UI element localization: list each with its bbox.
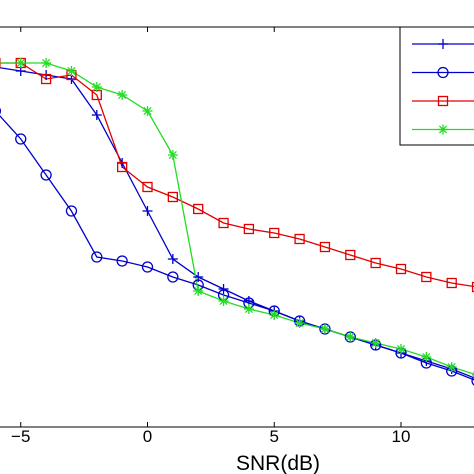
series-3-point — [193, 203, 204, 215]
legend-marker-sample — [438, 39, 448, 49]
x-axis-label: SNR(dB) — [236, 452, 320, 474]
series-1-point — [218, 284, 229, 294]
legend-marker-sample — [437, 95, 449, 107]
legend-entries — [412, 39, 474, 135]
series-4-point — [66, 66, 77, 76]
series-2-point — [65, 205, 78, 217]
series-3-point — [370, 257, 381, 269]
series-markers — [0, 57, 474, 386]
x-tick-label: 10 — [392, 427, 411, 446]
series-3-point — [294, 233, 305, 245]
series-3-point — [269, 227, 280, 239]
legend-marker-sample — [437, 66, 449, 79]
series-2-point — [141, 261, 154, 273]
series-4-point — [421, 352, 432, 362]
series-2-point — [40, 169, 52, 181]
legend-box — [399, 26, 474, 146]
series-2-point — [15, 133, 27, 145]
series-4-point — [41, 58, 52, 68]
x-tick-label: −5 — [11, 427, 30, 446]
series-3-point — [218, 217, 229, 229]
legend-entry-3 — [412, 95, 474, 107]
series-4-point — [345, 332, 356, 342]
x-tick-label: 0 — [143, 427, 152, 446]
series-3-point — [142, 181, 153, 193]
series-4-point — [117, 90, 128, 100]
series-4-point — [193, 286, 204, 296]
legend-entry-1 — [412, 39, 474, 49]
series-3-point — [471, 281, 474, 293]
legend-marker-sample — [438, 124, 448, 135]
series-3-point — [167, 191, 179, 203]
series-4-point — [446, 362, 457, 372]
series-3-point — [40, 73, 52, 85]
series-3-point — [319, 241, 331, 253]
series-3-point — [446, 277, 457, 289]
series-4-point — [218, 296, 229, 306]
legend-entry-4 — [412, 124, 474, 135]
series-2-point — [91, 251, 103, 263]
series-2-point — [471, 376, 474, 386]
series-1-point — [167, 254, 178, 264]
series-4-point — [142, 106, 153, 116]
series-4-point — [294, 318, 305, 328]
x-tick-label: 5 — [270, 427, 279, 446]
series-4-point — [370, 338, 381, 348]
series-4-point — [243, 304, 254, 314]
series-1-point — [142, 206, 153, 216]
legend — [399, 26, 474, 146]
series-3-point — [395, 263, 407, 275]
series-2-point — [167, 271, 179, 283]
series-4-point — [91, 82, 102, 92]
series-3-point — [243, 223, 255, 235]
series-3-point — [421, 271, 432, 283]
series-2-point — [116, 255, 128, 267]
series-4-point — [15, 58, 26, 68]
series-2-line — [0, 115, 474, 381]
series-4-point — [167, 150, 178, 160]
series-4-point — [396, 344, 406, 354]
legend-entry-2 — [412, 66, 474, 79]
series-1-point — [91, 110, 102, 120]
series-4-point — [319, 324, 330, 334]
series-3-point — [117, 161, 128, 173]
series-3-point — [345, 249, 356, 261]
x-ticks: −5 0 5 10 — [11, 27, 410, 446]
series-4-point — [269, 310, 280, 320]
axes — [0, 26, 474, 428]
